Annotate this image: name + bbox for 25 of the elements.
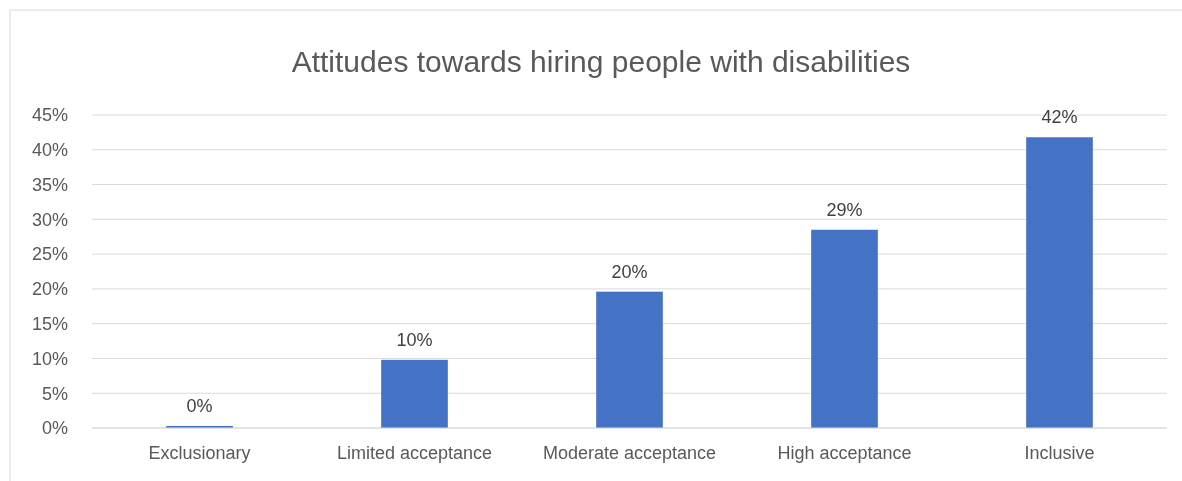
y-tick-label: 25% xyxy=(31,244,68,265)
y-tick-label: 10% xyxy=(31,348,68,369)
y-tick-label: 20% xyxy=(31,279,68,300)
data-label: 29% xyxy=(826,199,863,220)
bar xyxy=(811,229,878,428)
y-tick-label: 5% xyxy=(41,383,68,404)
x-tick-label: Moderate acceptance xyxy=(542,443,717,463)
data-label: 42% xyxy=(1041,107,1078,128)
x-tick-label: Limited acceptance xyxy=(336,443,493,463)
data-label: 10% xyxy=(396,329,433,350)
y-tick-label: 35% xyxy=(31,174,68,195)
x-tick-label: High acceptance xyxy=(777,443,912,463)
y-tick-label: 30% xyxy=(31,209,68,230)
data-label: 0% xyxy=(186,395,213,416)
chart-title: Attitudes towards hiring people with disabilities xyxy=(291,45,911,78)
bar xyxy=(381,359,448,428)
bar xyxy=(596,291,663,428)
y-tick-label: 0% xyxy=(41,418,68,439)
y-tick-label: 45% xyxy=(31,105,68,126)
bar xyxy=(1026,137,1093,428)
x-tick-label: Inclusive xyxy=(1024,443,1095,463)
y-tick-label: 40% xyxy=(31,140,68,161)
y-tick-label: 15% xyxy=(31,313,68,334)
x-tick-label: Exclusionary xyxy=(148,443,251,463)
data-label: 20% xyxy=(611,261,648,282)
